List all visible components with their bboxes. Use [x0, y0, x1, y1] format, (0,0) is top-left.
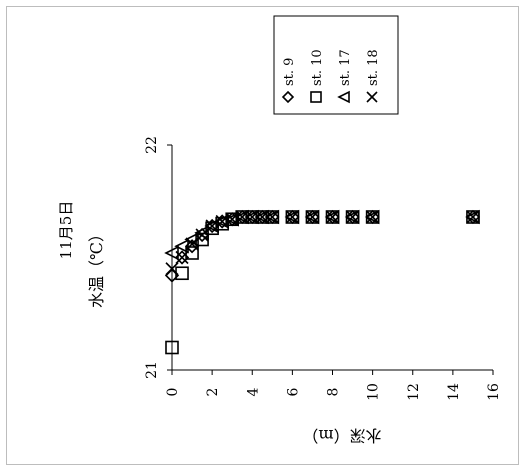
- x-tick-label: 2: [205, 388, 221, 397]
- data-point-x: [466, 210, 480, 224]
- series-st-10: [165, 210, 480, 355]
- x-tick-label: 12: [406, 383, 422, 401]
- x-tick-label: 0: [165, 388, 181, 397]
- data-point-triangle: [214, 214, 229, 229]
- data-point-x-stroke: [215, 214, 229, 229]
- legend-label: st. 18: [366, 49, 381, 86]
- data-point-x: [215, 214, 229, 229]
- data-point-x-stroke: [175, 250, 189, 265]
- data-point-x-stroke: [235, 210, 249, 224]
- data-point-x: [175, 250, 189, 265]
- axis-ticks: 0 2 4 6 8 10 12 14 16 21 22: [144, 136, 502, 401]
- legend-item: st. 18: [366, 49, 381, 103]
- data-point-triangle: [244, 209, 260, 225]
- x-tick-label: 8: [326, 388, 342, 397]
- y-tick-label: 21: [144, 361, 160, 379]
- data-point-triangle: [174, 238, 189, 254]
- data-point-x-stroke: [305, 210, 320, 224]
- legend-item: st. 10: [310, 49, 325, 103]
- series-st-18: [165, 210, 480, 276]
- data-point-x: [285, 210, 299, 224]
- data-point-x-stroke: [285, 210, 299, 224]
- chart-subtitle: 水温（℃）: [87, 226, 106, 308]
- data-point-triangle: [284, 209, 300, 225]
- data-point-triangle: [254, 209, 270, 225]
- legend-label: st. 10: [310, 49, 325, 86]
- x-tick-label: 16: [486, 383, 502, 401]
- legend-marker-triangle: [337, 90, 350, 104]
- x-tick-label: 6: [285, 387, 301, 396]
- data-point-triangle: [234, 209, 250, 225]
- x-tick-label: 14: [446, 383, 462, 401]
- data-point-triangle: [465, 209, 480, 225]
- data-point-x: [245, 210, 259, 224]
- data-point-x-stroke: [205, 219, 219, 233]
- data-point-square: [175, 266, 189, 281]
- data-point-triangle: [224, 211, 239, 227]
- data-point-x-stroke: [265, 210, 279, 224]
- data-point-x: [305, 210, 320, 224]
- data-point-x-stroke: [466, 210, 480, 224]
- legend-label: st. 17: [338, 49, 353, 86]
- data-point-triangle: [344, 209, 360, 225]
- data-point-x: [325, 210, 340, 224]
- data-point-x: [255, 210, 269, 224]
- data-point-x-stroke: [366, 210, 380, 224]
- data-marks: [164, 209, 481, 355]
- chart-title: 11月5日: [57, 201, 75, 260]
- data-point-x: [235, 210, 249, 224]
- data-point-x-stroke: [325, 210, 340, 224]
- data-point-x: [205, 219, 219, 233]
- data-point-x-stroke: [165, 262, 179, 276]
- legend-label: st. 9: [282, 58, 297, 86]
- data-point-x: [225, 212, 239, 226]
- legend-item: st. 17: [337, 49, 353, 104]
- legend-box: [273, 15, 399, 115]
- chart-frame: [6, 6, 519, 465]
- data-point-x: [366, 210, 380, 224]
- data-point-triangle: [364, 209, 380, 225]
- data-point-x-stroke: [245, 210, 259, 224]
- legend: st. 9 st. 10 st. 17 st. 18: [273, 15, 399, 115]
- x-tick-label: 10: [366, 383, 382, 401]
- legend-item: st. 9: [281, 58, 297, 104]
- data-point-triangle: [304, 209, 320, 225]
- x-tick-label: 4: [245, 387, 261, 396]
- data-point-x: [165, 262, 179, 276]
- data-point-x-stroke: [366, 91, 378, 103]
- data-point-x: [265, 210, 279, 224]
- x-axis-label: 水深（m）: [302, 426, 381, 445]
- data-point-x-stroke: [345, 210, 360, 224]
- data-point-x: [345, 210, 360, 224]
- data-point-x-stroke: [255, 210, 269, 224]
- legend-marker-x: [366, 91, 378, 103]
- legend-marker-square: [310, 91, 322, 103]
- legend-marker-diamond: [281, 90, 295, 104]
- data-point-square: [165, 340, 179, 355]
- y-tick-label: 22: [144, 136, 160, 154]
- data-point-x-stroke: [225, 212, 239, 226]
- data-point-triangle: [324, 209, 340, 225]
- data-point-triangle: [264, 209, 280, 225]
